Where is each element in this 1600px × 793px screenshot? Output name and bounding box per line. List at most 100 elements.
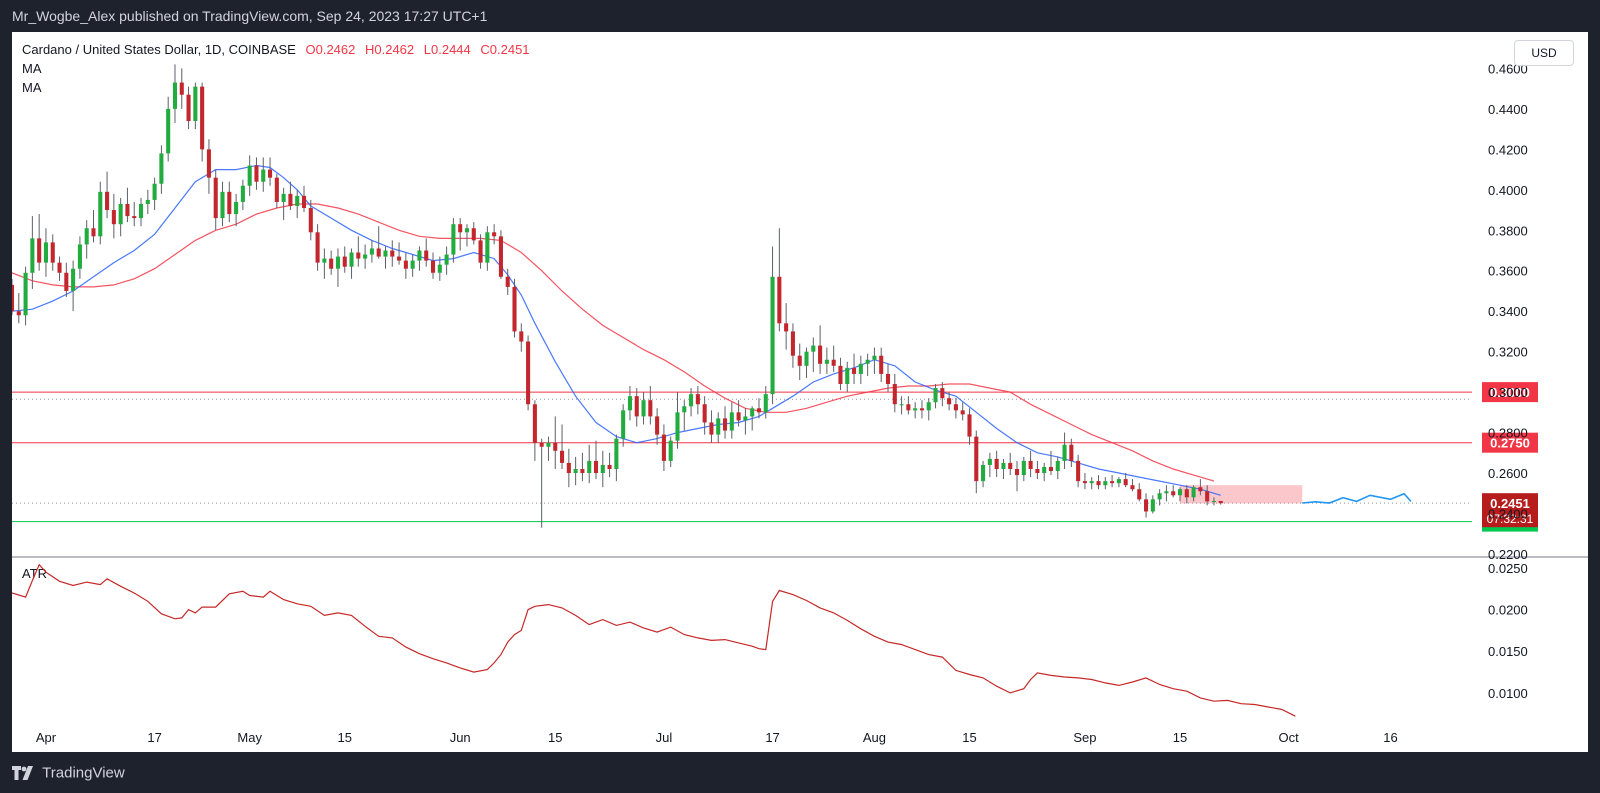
candle — [403, 252, 408, 279]
candle — [532, 400, 537, 461]
candle — [974, 430, 979, 494]
candle-body — [1205, 491, 1210, 502]
candle — [777, 228, 782, 332]
price-tick-label: 0.3200 — [1488, 345, 1528, 360]
candle — [349, 248, 354, 279]
price-tick-label: 0.3400 — [1488, 304, 1528, 319]
currency-button[interactable]: USD — [1514, 40, 1574, 66]
candle — [885, 363, 891, 393]
legend-ma-fast[interactable]: MA — [22, 61, 42, 76]
candle-body — [288, 193, 293, 206]
candle-body — [369, 248, 374, 255]
candle-body — [560, 450, 565, 463]
candle — [1062, 432, 1067, 469]
candle — [566, 448, 571, 488]
candle — [600, 450, 605, 488]
tradingview-logo-icon[interactable] — [12, 766, 34, 781]
level-label: 0.2750 — [1490, 436, 1530, 451]
candle-body — [1014, 468, 1020, 476]
candle-body — [172, 82, 178, 109]
candle-body — [98, 191, 103, 237]
candle-body — [430, 260, 436, 273]
candle — [770, 246, 775, 405]
atr-layer: ATR — [12, 563, 1296, 717]
candle-body — [804, 351, 809, 366]
candle-body — [444, 254, 449, 265]
candle-body — [111, 210, 116, 225]
candle — [1001, 458, 1006, 480]
candle-body — [485, 232, 490, 263]
candle-body — [546, 442, 551, 447]
time-tick-label: 15 — [1173, 730, 1187, 745]
candle-body — [716, 418, 721, 435]
candle — [526, 335, 531, 411]
candle — [213, 169, 218, 231]
candle-body — [138, 203, 144, 219]
candle — [689, 388, 694, 417]
candle-body — [1021, 460, 1026, 476]
candle-body — [947, 398, 952, 405]
candle-body — [342, 256, 347, 267]
candle-body — [621, 410, 626, 439]
candle-body — [1042, 466, 1047, 474]
candle-body — [743, 416, 748, 421]
candle-body — [526, 341, 531, 405]
candle — [1171, 485, 1176, 498]
candle-body — [648, 400, 653, 417]
candle-body — [634, 396, 639, 417]
candle — [987, 452, 992, 478]
candle — [607, 452, 612, 478]
candle — [614, 434, 619, 482]
candle — [722, 406, 728, 439]
candle — [1150, 495, 1155, 514]
candle — [424, 238, 429, 267]
candle-body — [505, 276, 510, 287]
candle-body — [145, 199, 150, 204]
candle — [1069, 438, 1074, 467]
candle-body — [1218, 500, 1223, 504]
candle — [444, 246, 449, 275]
candle — [648, 386, 653, 425]
candle-body — [274, 177, 279, 202]
candle — [369, 240, 374, 263]
candle — [852, 353, 857, 385]
candle-body — [301, 195, 307, 209]
candle-body — [1001, 462, 1006, 469]
chart-legend: Cardano / United States Dollar, 1D, COIN… — [22, 40, 530, 97]
legend-ma-slow[interactable]: MA — [22, 80, 42, 95]
candle-body — [376, 248, 381, 257]
candle — [675, 392, 680, 449]
candle — [933, 384, 938, 409]
candle-body — [811, 345, 816, 352]
candles-layer — [12, 64, 1223, 528]
candle — [342, 246, 347, 273]
candle-body — [763, 394, 768, 413]
candle — [172, 64, 178, 124]
candle — [560, 424, 565, 469]
candle-body — [125, 203, 130, 217]
candle — [797, 343, 802, 380]
candle-body — [824, 359, 829, 364]
candle-body — [220, 191, 225, 219]
price-tick-label: 0.4400 — [1488, 102, 1528, 117]
candle-body — [451, 224, 456, 255]
footer-brand[interactable]: TradingView — [42, 764, 125, 782]
candle — [206, 139, 211, 194]
candle-body — [641, 400, 646, 417]
candle — [138, 197, 144, 227]
candle — [1177, 487, 1183, 502]
time-tick-label: Oct — [1279, 730, 1300, 745]
price-tick-label: 0.2200 — [1488, 547, 1528, 562]
candle-body — [1116, 479, 1121, 484]
projection-layer — [1302, 492, 1412, 504]
candle-body — [661, 434, 666, 461]
candle — [1205, 485, 1210, 506]
candle-body — [1110, 481, 1115, 484]
time-tick-label: May — [237, 730, 262, 745]
candle — [23, 266, 28, 326]
candle-body — [1137, 489, 1142, 500]
candle-body — [967, 414, 972, 437]
candle — [1048, 450, 1054, 476]
